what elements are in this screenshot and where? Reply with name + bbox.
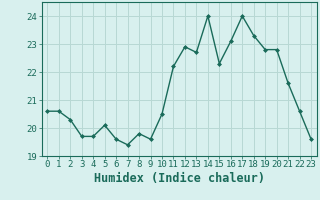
X-axis label: Humidex (Indice chaleur): Humidex (Indice chaleur) [94,172,265,185]
